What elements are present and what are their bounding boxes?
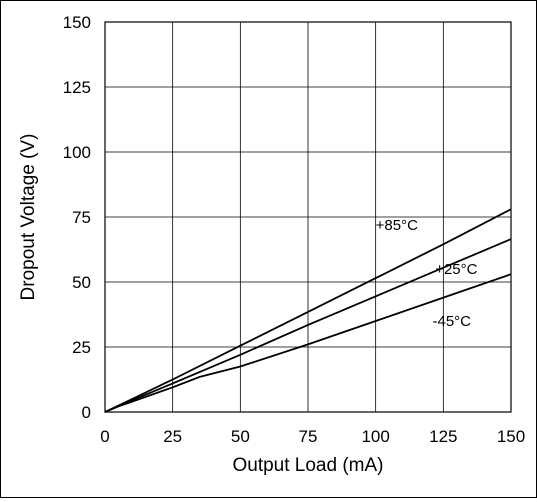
x-tick-label: 25 <box>163 427 182 446</box>
y-tick-label: 50 <box>72 273 91 292</box>
y-tick-label: 150 <box>63 13 91 32</box>
x-tick-label: 50 <box>231 427 250 446</box>
series-annotation: +25°C <box>435 261 477 278</box>
x-axis-title: Output Load (mA) <box>232 455 383 476</box>
y-tick-label: 0 <box>82 403 91 422</box>
x-tick-label: 150 <box>497 427 525 446</box>
series-annotation: -45°C <box>433 313 472 330</box>
series-annotations: +85°C +25°C -45°C <box>376 217 478 330</box>
y-tick-label: 100 <box>63 143 91 162</box>
y-axis-title: Dropout Voltage (V) <box>18 134 39 301</box>
x-tick-label: 75 <box>299 427 318 446</box>
y-tick-labels: 0 25 50 75 100 125 150 <box>63 13 91 422</box>
plot-border <box>104 21 512 413</box>
x-tick-label: 125 <box>429 427 457 446</box>
grid <box>105 22 511 412</box>
y-tick-label: 25 <box>72 338 91 357</box>
series-annotation: +85°C <box>376 217 418 234</box>
y-tick-label: 125 <box>63 78 91 97</box>
series-lines <box>104 208 512 413</box>
x-tick-labels: 0 25 50 75 100 125 150 <box>100 427 525 446</box>
series-line-2 <box>104 273 512 413</box>
x-tick-label: 0 <box>100 427 109 446</box>
y-tick-label: 75 <box>72 208 91 227</box>
x-tick-label: 100 <box>361 427 389 446</box>
